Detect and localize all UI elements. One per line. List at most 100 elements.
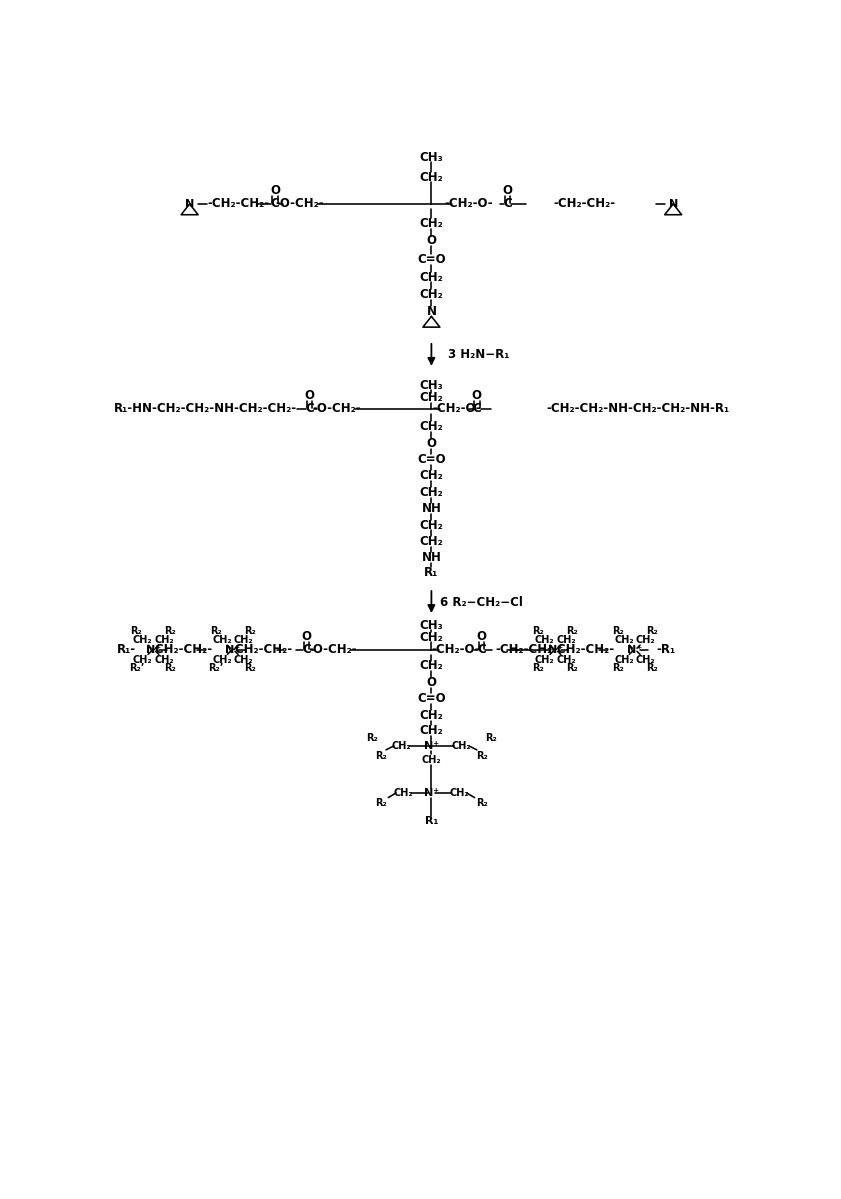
Text: N⁺: N⁺	[627, 645, 643, 655]
Text: R₂: R₂	[567, 663, 578, 674]
Text: CH₂: CH₂	[155, 655, 174, 664]
Text: CH₂: CH₂	[420, 469, 443, 482]
Text: CH₂: CH₂	[420, 392, 443, 404]
Text: O: O	[472, 390, 482, 402]
Text: CH₂: CH₂	[394, 788, 414, 799]
Text: R₂’: R₂’	[208, 663, 224, 674]
Text: -CH₂-CH₂-: -CH₂-CH₂-	[496, 644, 558, 656]
Text: R₂: R₂	[612, 626, 624, 637]
Text: CH₃: CH₃	[420, 379, 443, 392]
Text: CH₂: CH₂	[234, 655, 253, 664]
Text: CH₂: CH₂	[133, 655, 152, 664]
Text: -O-CH₂-: -O-CH₂-	[275, 198, 324, 211]
Text: R₂: R₂	[244, 663, 256, 674]
Text: -O-CH₂-: -O-CH₂-	[312, 402, 361, 415]
Text: C: C	[271, 198, 279, 211]
Text: O: O	[270, 185, 280, 198]
Text: CH₂: CH₂	[636, 634, 655, 645]
Text: CH₂: CH₂	[420, 709, 443, 722]
Text: CH₂: CH₂	[392, 741, 411, 751]
Text: C: C	[305, 402, 314, 415]
Text: R₂: R₂	[484, 734, 496, 743]
Text: CH₂: CH₂	[535, 655, 554, 664]
Text: CH₂: CH₂	[420, 271, 443, 284]
Text: R₂: R₂	[210, 626, 222, 637]
Text: -CH₂-CH₂-NH-CH₂-CH₂-NH-R₁: -CH₂-CH₂-NH-CH₂-CH₂-NH-R₁	[547, 402, 729, 415]
Text: NH: NH	[421, 502, 442, 516]
Text: R₂: R₂	[476, 799, 488, 808]
Text: CH₂: CH₂	[420, 171, 443, 185]
Text: CH₂: CH₂	[420, 420, 443, 433]
Text: CH₂: CH₂	[420, 288, 443, 301]
Text: -CH₂-O-: -CH₂-O-	[432, 402, 481, 415]
Text: R₂: R₂	[532, 626, 544, 637]
Text: R₁: R₁	[425, 817, 438, 826]
Text: CH₂: CH₂	[636, 655, 655, 664]
Text: -CH₂-CH₂-: -CH₂-CH₂-	[230, 644, 293, 656]
Text: O: O	[426, 676, 436, 689]
Text: -CH₂-O-: -CH₂-O-	[431, 644, 480, 656]
Text: CH₂: CH₂	[420, 217, 443, 230]
Text: CH₂: CH₂	[449, 788, 469, 799]
Text: O: O	[304, 390, 315, 402]
Text: N⁺: N⁺	[225, 645, 241, 655]
Text: CH₂: CH₂	[614, 634, 634, 645]
Text: R₂: R₂	[532, 663, 544, 674]
Text: R₂’: R₂’	[129, 663, 145, 674]
Text: R₂: R₂	[130, 626, 142, 637]
Text: C=O: C=O	[417, 253, 446, 266]
Text: 3 H₂N−R₁: 3 H₂N−R₁	[448, 349, 510, 361]
Text: C=O: C=O	[417, 453, 446, 466]
Text: CH₂: CH₂	[212, 634, 232, 645]
Text: -R₁: -R₁	[656, 644, 675, 656]
Text: R₁-: R₁-	[118, 644, 136, 656]
Text: CH₂: CH₂	[420, 518, 443, 531]
Text: O: O	[426, 234, 436, 247]
Text: R₂: R₂	[375, 751, 387, 761]
Text: CH₂: CH₂	[155, 634, 174, 645]
Text: R₂: R₂	[646, 626, 658, 637]
Text: R₂: R₂	[567, 626, 578, 637]
Text: C=O: C=O	[417, 692, 446, 705]
Text: CH₂: CH₂	[420, 486, 443, 499]
Text: -CH₂-CH₂-: -CH₂-CH₂-	[151, 644, 213, 656]
Text: R₂: R₂	[476, 751, 488, 761]
Text: C: C	[503, 198, 512, 211]
Text: -CH₂-CH₂-: -CH₂-CH₂-	[207, 198, 269, 211]
Text: O: O	[302, 631, 312, 643]
Text: -O-CH₂-: -O-CH₂-	[309, 644, 357, 656]
Text: R₂: R₂	[244, 626, 256, 637]
Text: R₂: R₂	[375, 799, 387, 808]
Text: O: O	[503, 185, 513, 198]
Text: N⁺: N⁺	[424, 788, 439, 799]
Text: R₂: R₂	[646, 663, 658, 674]
Text: R₂: R₂	[366, 734, 378, 743]
Text: CH₂: CH₂	[557, 655, 576, 664]
Text: CH₂: CH₂	[535, 634, 554, 645]
Text: CH₂: CH₂	[420, 631, 443, 644]
Text: 6 R₂−CH₂−Cl: 6 R₂−CH₂−Cl	[440, 596, 523, 609]
Text: CH₂: CH₂	[452, 741, 471, 751]
Text: N⁺: N⁺	[424, 741, 439, 751]
Text: -CH₂-O-: -CH₂-O-	[445, 198, 494, 211]
Text: CH₃: CH₃	[420, 619, 443, 632]
Text: CH₂: CH₂	[421, 755, 442, 765]
Text: CH₂: CH₂	[212, 655, 232, 664]
Text: NH: NH	[421, 550, 442, 564]
Text: O: O	[477, 631, 486, 643]
Text: R₂: R₂	[165, 626, 177, 637]
Text: R₂: R₂	[165, 663, 177, 674]
Text: CH₂: CH₂	[133, 634, 152, 645]
Text: -CH₂-CH₂-: -CH₂-CH₂-	[553, 198, 616, 211]
Text: N⁺: N⁺	[145, 645, 161, 655]
Text: CH₂: CH₂	[614, 655, 634, 664]
Text: CH₂: CH₂	[420, 659, 443, 673]
Text: R₁: R₁	[424, 566, 438, 579]
Text: CH₂: CH₂	[420, 535, 443, 548]
Text: C: C	[302, 644, 311, 656]
Text: R₂: R₂	[612, 663, 624, 674]
Text: N: N	[426, 306, 436, 318]
Text: N⁺: N⁺	[547, 645, 563, 655]
Text: O: O	[426, 436, 436, 450]
Text: R₁-HN-CH₂-CH₂-NH-CH₂-CH₂-: R₁-HN-CH₂-CH₂-NH-CH₂-CH₂-	[114, 402, 298, 415]
